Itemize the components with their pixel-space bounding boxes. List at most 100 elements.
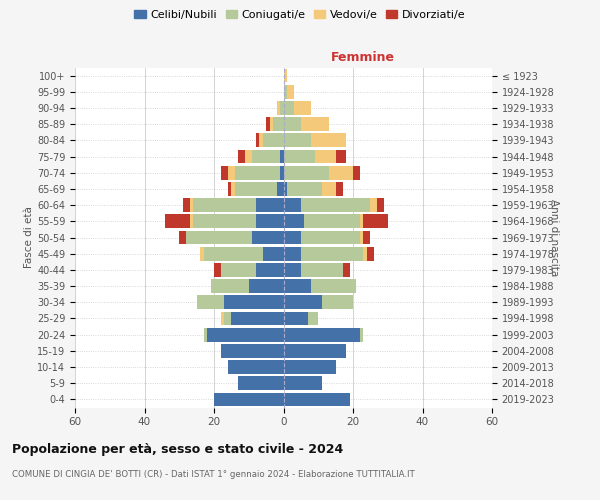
Bar bbox=[377, 198, 384, 212]
Bar bbox=[238, 150, 245, 164]
Bar bbox=[214, 392, 284, 406]
Bar bbox=[259, 134, 263, 147]
Bar bbox=[224, 312, 232, 326]
Text: Popolazione per età, sesso e stato civile - 2024: Popolazione per età, sesso e stato civil… bbox=[12, 442, 343, 456]
Bar bbox=[228, 182, 232, 196]
Bar bbox=[301, 198, 370, 212]
Bar bbox=[197, 296, 224, 309]
Bar bbox=[284, 328, 360, 342]
Bar bbox=[203, 247, 263, 260]
Bar bbox=[252, 150, 280, 164]
Bar bbox=[193, 214, 256, 228]
Bar bbox=[343, 263, 350, 277]
Bar bbox=[284, 263, 301, 277]
Bar bbox=[232, 312, 284, 326]
Bar bbox=[263, 134, 284, 147]
Bar bbox=[364, 230, 370, 244]
Bar bbox=[221, 263, 256, 277]
Bar bbox=[284, 198, 301, 212]
Bar bbox=[294, 101, 311, 115]
Bar bbox=[335, 182, 343, 196]
Text: COMUNE DI CINGIA DE' BOTTI (CR) - Dati ISTAT 1° gennaio 2024 - Elaborazione TUTT: COMUNE DI CINGIA DE' BOTTI (CR) - Dati I… bbox=[12, 470, 415, 479]
Text: Femmine: Femmine bbox=[331, 51, 395, 64]
Bar bbox=[284, 360, 335, 374]
Bar bbox=[284, 230, 301, 244]
Bar bbox=[284, 312, 308, 326]
Bar bbox=[284, 247, 301, 260]
Bar bbox=[221, 312, 224, 326]
Bar bbox=[284, 376, 322, 390]
Bar bbox=[280, 101, 284, 115]
Bar bbox=[245, 150, 252, 164]
Y-axis label: Anni di nascita: Anni di nascita bbox=[549, 199, 559, 276]
Bar bbox=[256, 134, 259, 147]
Bar bbox=[214, 263, 221, 277]
Bar bbox=[364, 247, 367, 260]
Bar bbox=[200, 247, 203, 260]
Bar bbox=[311, 279, 356, 293]
Legend: Celibi/Nubili, Coniugati/e, Vedovi/e, Divorziati/e: Celibi/Nubili, Coniugati/e, Vedovi/e, Di… bbox=[130, 6, 470, 25]
Bar bbox=[301, 118, 329, 131]
Bar bbox=[322, 296, 353, 309]
Bar bbox=[367, 247, 374, 260]
Bar bbox=[256, 198, 284, 212]
Bar bbox=[193, 198, 256, 212]
Bar bbox=[190, 198, 193, 212]
Bar bbox=[238, 376, 284, 390]
Bar bbox=[311, 134, 346, 147]
Bar bbox=[183, 198, 190, 212]
Bar bbox=[287, 85, 294, 98]
Bar bbox=[203, 328, 207, 342]
Bar bbox=[207, 328, 284, 342]
Bar bbox=[252, 230, 284, 244]
Bar bbox=[284, 344, 346, 358]
Bar bbox=[360, 328, 364, 342]
Bar bbox=[249, 279, 284, 293]
Bar bbox=[235, 182, 277, 196]
Bar bbox=[308, 312, 318, 326]
Bar bbox=[232, 182, 235, 196]
Bar bbox=[284, 150, 315, 164]
Bar bbox=[360, 214, 364, 228]
Bar bbox=[284, 101, 294, 115]
Bar bbox=[228, 166, 235, 179]
Bar bbox=[335, 150, 346, 164]
Bar bbox=[284, 392, 350, 406]
Bar bbox=[284, 214, 304, 228]
Bar bbox=[284, 279, 311, 293]
Bar bbox=[284, 85, 287, 98]
Bar bbox=[301, 247, 364, 260]
Bar bbox=[277, 101, 280, 115]
Bar bbox=[256, 263, 284, 277]
Bar bbox=[322, 182, 335, 196]
Bar bbox=[224, 296, 284, 309]
Bar bbox=[329, 166, 353, 179]
Bar bbox=[186, 230, 252, 244]
Bar bbox=[360, 230, 364, 244]
Bar bbox=[221, 344, 284, 358]
Bar bbox=[284, 182, 287, 196]
Bar bbox=[263, 247, 284, 260]
Bar bbox=[256, 214, 284, 228]
Bar bbox=[315, 150, 335, 164]
Bar bbox=[301, 263, 343, 277]
Bar bbox=[370, 198, 377, 212]
Bar bbox=[284, 134, 311, 147]
Bar bbox=[211, 279, 249, 293]
Bar bbox=[284, 166, 329, 179]
Bar bbox=[235, 166, 280, 179]
Bar bbox=[179, 230, 186, 244]
Bar bbox=[277, 182, 284, 196]
Bar bbox=[266, 118, 269, 131]
Bar bbox=[287, 182, 322, 196]
Bar bbox=[301, 230, 360, 244]
Bar bbox=[280, 166, 284, 179]
Bar bbox=[284, 68, 287, 82]
Bar bbox=[304, 214, 360, 228]
Bar bbox=[269, 118, 273, 131]
Bar bbox=[166, 214, 190, 228]
Bar bbox=[280, 150, 284, 164]
Y-axis label: Fasce di età: Fasce di età bbox=[24, 206, 34, 268]
Bar bbox=[228, 360, 284, 374]
Bar bbox=[273, 118, 284, 131]
